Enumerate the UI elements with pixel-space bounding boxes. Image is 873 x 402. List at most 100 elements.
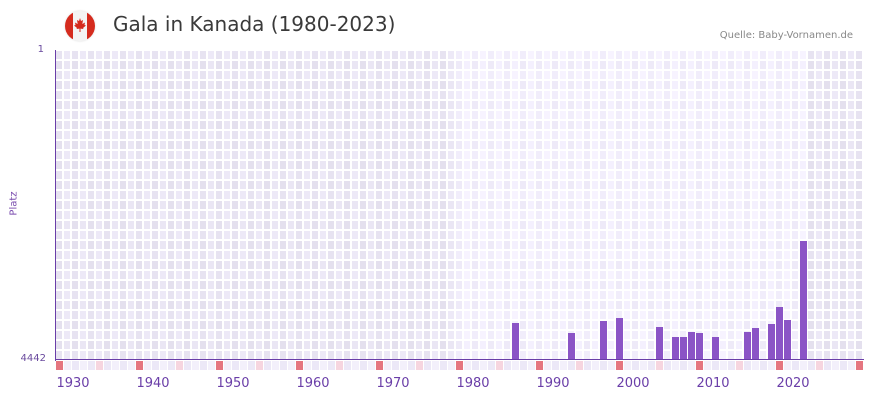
- grid-column: [304, 50, 312, 360]
- half-decade-marker: [816, 361, 823, 370]
- year-marker: [664, 361, 671, 370]
- bar-2009[interactable]: [688, 332, 695, 360]
- grid-column: [696, 50, 704, 360]
- grid-column: [456, 50, 464, 360]
- bar-2021[interactable]: [784, 320, 791, 360]
- bar-2000[interactable]: [616, 318, 623, 360]
- bar-2020[interactable]: [776, 307, 783, 360]
- x-tick-label: 2010: [696, 376, 730, 391]
- bar-1987[interactable]: [512, 323, 519, 360]
- year-marker: [72, 361, 79, 370]
- plot-area: [56, 50, 864, 360]
- year-marker: [688, 361, 695, 370]
- x-tick-label: 1940: [136, 376, 170, 391]
- year-marker: [272, 361, 279, 370]
- year-marker: [208, 361, 215, 370]
- grid-column: [648, 50, 656, 360]
- year-marker: [584, 361, 591, 370]
- year-marker: [728, 361, 735, 370]
- year-marker: [720, 361, 727, 370]
- grid-column: [264, 50, 272, 360]
- year-marker: [624, 361, 631, 370]
- year-marker: [568, 361, 575, 370]
- grid-column: [760, 50, 768, 360]
- grid-column: [664, 50, 672, 360]
- half-decade-marker: [656, 361, 663, 370]
- year-marker: [248, 361, 255, 370]
- grid-column: [680, 50, 688, 360]
- grid-column: [416, 50, 424, 360]
- grid-column: [336, 50, 344, 360]
- x-tick-label: 1980: [456, 376, 490, 391]
- year-marker: [88, 361, 95, 370]
- grid-column: [624, 50, 632, 360]
- grid-column: [424, 50, 432, 360]
- grid-column: [392, 50, 400, 360]
- bar-2012[interactable]: [712, 337, 719, 360]
- year-marker: [200, 361, 207, 370]
- grid-column: [480, 50, 488, 360]
- year-marker: [312, 361, 319, 370]
- grid-column: [448, 50, 456, 360]
- year-marker: [120, 361, 127, 370]
- bar-2008[interactable]: [680, 337, 687, 360]
- grid-column: [160, 50, 168, 360]
- year-marker: [384, 361, 391, 370]
- grid-column: [720, 50, 728, 360]
- bar-2007[interactable]: [672, 337, 679, 360]
- year-marker: [168, 361, 175, 370]
- grid-column: [384, 50, 392, 360]
- decade-marker: [616, 361, 623, 370]
- bar-2005[interactable]: [656, 327, 663, 360]
- grid-column: [320, 50, 328, 360]
- x-tick-label: 1930: [56, 376, 90, 391]
- decade-marker: [216, 361, 223, 370]
- year-marker: [424, 361, 431, 370]
- year-marker: [440, 361, 447, 370]
- year-marker: [392, 361, 399, 370]
- bar-2019[interactable]: [768, 324, 775, 360]
- year-marker: [768, 361, 775, 370]
- year-marker: [480, 361, 487, 370]
- grid-column: [72, 50, 80, 360]
- grid-column: [120, 50, 128, 360]
- grid-column: [96, 50, 104, 360]
- bar-1994[interactable]: [568, 333, 575, 360]
- x-tick-label: 1950: [216, 376, 250, 391]
- grid-column: [712, 50, 720, 360]
- year-marker: [128, 361, 135, 370]
- half-decade-marker: [176, 361, 183, 370]
- year-marker: [504, 361, 511, 370]
- year-marker: [800, 361, 807, 370]
- year-marker: [144, 361, 151, 370]
- bar-1998[interactable]: [600, 321, 607, 360]
- grid-column: [232, 50, 240, 360]
- year-marker: [552, 361, 559, 370]
- grid-column: [408, 50, 416, 360]
- grid-column: [328, 50, 336, 360]
- bar-2023[interactable]: [800, 241, 807, 360]
- grid-column: [816, 50, 824, 360]
- grid-column: [376, 50, 384, 360]
- year-marker: [488, 361, 495, 370]
- grid-column: [56, 50, 64, 360]
- year-marker: [64, 361, 71, 370]
- grid-column: [640, 50, 648, 360]
- bar-2016[interactable]: [744, 332, 751, 360]
- half-decade-marker: [336, 361, 343, 370]
- bar-2010[interactable]: [696, 333, 703, 360]
- year-marker: [464, 361, 471, 370]
- grid-column: [112, 50, 120, 360]
- grid-column: [432, 50, 440, 360]
- grid-column: [144, 50, 152, 360]
- grid-column: [768, 50, 776, 360]
- grid-column: [656, 50, 664, 360]
- year-marker: [640, 361, 647, 370]
- bar-2017[interactable]: [752, 328, 759, 360]
- year-marker: [304, 361, 311, 370]
- grid-column: [728, 50, 736, 360]
- y-axis-line: [55, 50, 56, 361]
- grid-column: [752, 50, 760, 360]
- grid-column: [64, 50, 72, 360]
- grid-column: [792, 50, 800, 360]
